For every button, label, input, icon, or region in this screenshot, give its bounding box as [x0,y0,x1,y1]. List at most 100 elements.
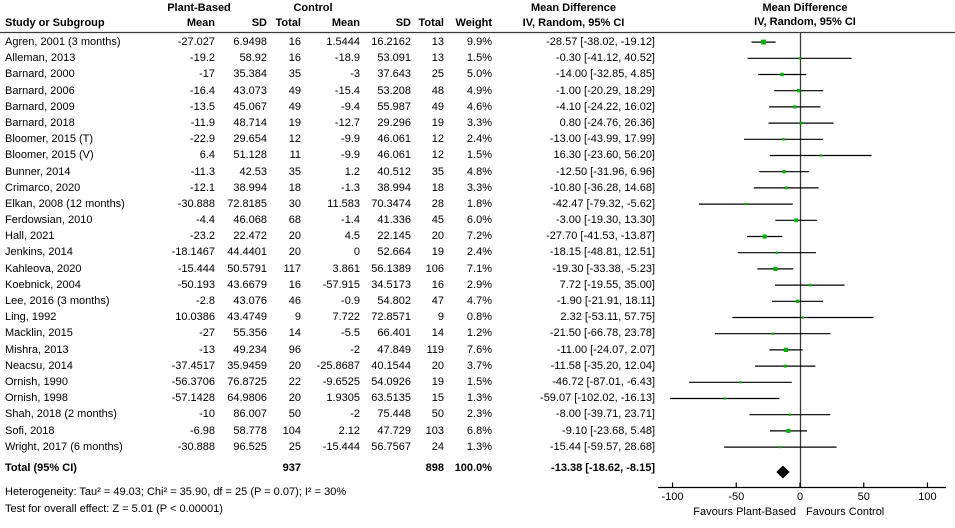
treatment-total: 11 [289,149,301,162]
treatment-total: 20 [288,246,301,259]
control-sd: 72.8571 [371,311,411,324]
control-sd: 22.145 [377,230,411,243]
ci-text: -1.00 [-20.29, 18.29] [555,84,655,97]
control-total: 119 [426,343,444,356]
treatment-sd: 64.9806 [227,392,267,405]
mean-marker [773,266,778,271]
treatment-mean: -16.4 [189,84,215,97]
treatment-total: 9 [294,311,301,324]
empty-cell [170,460,215,476]
treatment-mean: -19.2 [189,52,215,65]
control-sd-header: SD [395,17,411,29]
weight: 6.0% [466,214,492,227]
control-total: 12 [431,133,444,146]
control-total: 12 [431,149,444,162]
control-sd: 54.0926 [371,375,411,388]
plot-header-line1: Mean Difference [762,2,848,14]
control-mean: -9.4 [341,100,360,113]
mean-marker [782,170,786,174]
treatment-sd: 55.356 [233,327,267,340]
control-total: 50 [431,408,444,421]
treatment-total: 16 [288,52,301,65]
treatment-total: 16 [288,278,301,291]
treatment-total: 35 [288,68,301,81]
control-mean: -15.444 [322,440,360,453]
control-sd: 70.3474 [371,197,411,210]
control-mean: -18.9 [334,52,360,65]
treatment-sd: 22.472 [233,230,267,243]
treatment-group-header: Plant-Based [167,2,231,14]
control-mean: 1.5444 [326,36,360,48]
total-weight: 100.0% [454,462,492,474]
ci-text: -3.00 [-19.30, 13.30] [555,214,655,227]
study-name: Alleman, 2013 [5,52,76,65]
mean-marker [783,347,789,353]
treatment-mean: -11.9 [190,116,215,129]
study-row: Mishra, 2013 -13 49.234 96 -2 47.849 119 7.6% -1… [0,342,655,358]
empty-cell [215,460,267,476]
ci-text: 2.32 [-53.11, 57.75] [560,311,655,324]
treatment-total: 14 [288,327,301,340]
study-rows: Agren, 2001 (3 months) -27.027 6.9498 16 1.5… [0,34,655,455]
control-mean: -3 [350,68,360,81]
tick-label: -100 [662,491,684,503]
ci-text: -21.50 [-66.78, 23.78] [549,327,655,340]
control-sd: 75.448 [377,408,411,421]
weight: 4.6% [466,100,492,113]
control-mean: 0 [353,246,360,259]
treatment-sd: 50.5791 [227,262,267,275]
study-row: Wright, 2017 (6 months) -30.888 96.525 25 -1… [0,439,655,455]
study-name: Jenkins, 2014 [5,246,73,259]
control-mean: -9.6525 [322,375,360,388]
weight: 4.8% [466,165,492,178]
control-total: 20 [431,359,444,372]
control-total: 9 [437,311,444,324]
study-name: Kahleova, 2020 [5,262,82,275]
control-total: 45 [431,214,444,227]
treatment-sd: 42.53 [239,165,267,178]
mean-marker [798,57,801,60]
weight: 2.3% [466,408,492,421]
treatment-mean: -12.1 [189,181,215,194]
control-total: 35 [431,165,444,178]
ci-text: -28.57 [-38.02, -19.12] [546,36,655,48]
study-name: Hall, 2021 [5,230,55,243]
total-row: Total (95% CI) 937 898 100.0% -13.38 [-1… [0,460,655,476]
mean-marker [801,316,805,319]
study-row: Ling, 1992 10.0386 43.4749 9 7.722 72.8571 9 0.… [0,309,655,325]
ci-text: -11.58 [-35.20, 12.04] [550,359,655,372]
mean-marker [780,72,784,77]
treatment-mean-header: Mean [186,17,215,29]
control-sd: 46.061 [377,133,411,146]
mean-marker [795,299,800,303]
weight: 1.3% [466,392,492,405]
weight: 1.5% [466,375,492,388]
control-sd: 16.2162 [371,36,411,48]
weight: 1.5% [466,52,492,65]
control-total: 19 [431,116,444,129]
study-row: Barnard, 2009 -13.5 45.067 49 -9.4 55.987 49 4.… [0,99,655,115]
study-name: Bloomer, 2015 (T) [5,133,94,146]
control-sd: 41.336 [377,214,411,227]
control-mean: -5.5 [341,327,360,340]
study-name: Koebnick, 2004 [5,278,81,291]
ci-text: -42.47 [-79.32, -5.62] [552,197,655,210]
total-label: Total (95% CI) [5,462,77,474]
mean-marker [808,283,812,287]
control-total: 25 [431,68,444,81]
control-total: 20 [431,230,444,243]
total-diamond [776,465,790,479]
mean-marker [794,218,799,223]
treatment-mean: -30.888 [177,197,215,210]
treatment-sd: 86.007 [233,408,267,421]
study-name: Barnard, 2000 [5,68,75,81]
md-column-header-line1: Mean Difference [531,2,616,14]
treatment-sd: 58.92 [239,52,267,65]
weight: 6.8% [466,424,492,437]
mean-marker [739,381,742,384]
ci-text: -46.72 [-87.01, -6.43] [552,375,655,388]
treatment-sd: 72.8185 [227,197,267,210]
study-name: Ferdowsian, 2010 [5,214,93,227]
treatment-total: 12 [288,133,301,146]
